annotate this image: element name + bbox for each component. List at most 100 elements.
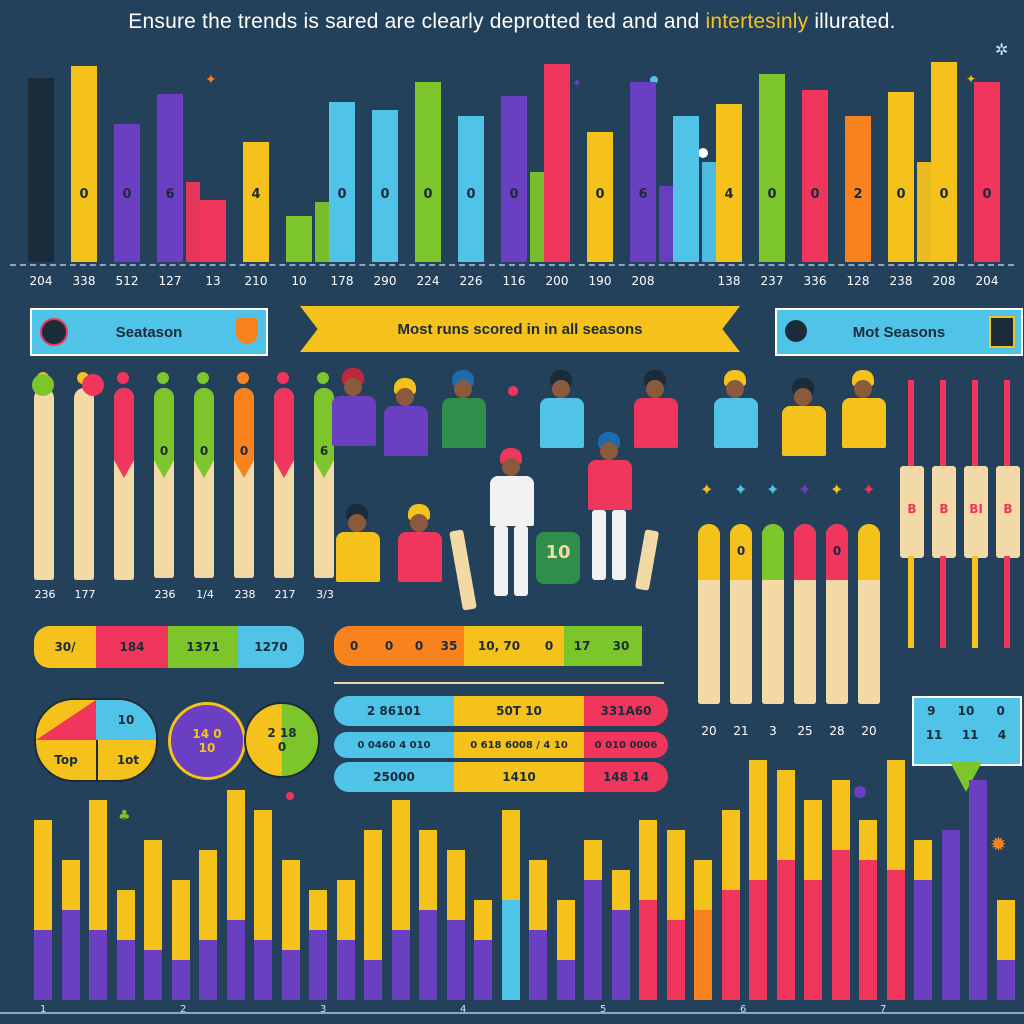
stat-row-2: 0 0460 4 010 0 618 6008 / 4 10 0 010 000… (334, 732, 668, 758)
player-body (332, 396, 376, 446)
cricket-bat: 0 (154, 388, 174, 578)
ball-icon (277, 372, 289, 384)
bar-value: 0 (595, 187, 605, 202)
bar-value: 0 (423, 187, 433, 202)
cricket-bat (114, 388, 134, 580)
player-body (634, 398, 678, 448)
shield-icon (236, 318, 258, 344)
bar-label: 204 (29, 274, 53, 288)
flag-cell: 4 (997, 728, 1007, 742)
bar-value: 0 (509, 187, 519, 202)
flag-row: 9 10 0 (916, 704, 1016, 718)
bottom-bar-segment (749, 880, 767, 1000)
bar-value: 0 (122, 187, 132, 202)
cricket-bat (698, 524, 720, 704)
player-figure (708, 370, 764, 460)
star-icon: ✦ (734, 480, 748, 499)
donut-value: 10 (198, 741, 216, 755)
top-bar: 0 (415, 82, 441, 262)
bar-label: 13 (205, 274, 221, 288)
bar-label: 128 (846, 274, 870, 288)
top-bar (286, 216, 312, 262)
ball-icon (854, 786, 866, 798)
top-bar-small (659, 186, 673, 262)
player-body (398, 532, 442, 582)
sparkle-icon: ✦ (572, 76, 583, 90)
cricket-bat (74, 388, 94, 580)
bottom-bar-segment (391, 930, 410, 1000)
bat-stripe (114, 388, 134, 478)
bar-value: 0 (337, 187, 347, 202)
title-main: Ensure the trends is sared are clearly d… (128, 10, 706, 33)
bat-stripe (274, 388, 294, 478)
ball-icon (286, 792, 294, 800)
pill-segment: 1270 (238, 626, 304, 668)
top-bar: 0 (71, 66, 97, 262)
top-bar: 0 (28, 78, 54, 262)
bat-number: 6 (319, 444, 329, 458)
banner-center: Most runs scored in in all seasons (300, 306, 740, 352)
star-icon: ✦ (700, 480, 714, 499)
cricket-bat (274, 388, 294, 578)
bat-number: 0 (159, 444, 169, 458)
player-figure (776, 378, 832, 468)
pill-segment: 30/ (34, 626, 96, 668)
chart-axis (10, 264, 1014, 268)
shield-icon (989, 316, 1015, 348)
top-bar-small (530, 172, 544, 262)
bat-label: 3 (769, 724, 777, 738)
cricket-bat: B (932, 466, 956, 558)
top-bar (544, 64, 570, 262)
player-figure (534, 370, 590, 460)
bat-label: 236 (154, 588, 176, 601)
axis-tick: 6 (740, 1004, 747, 1015)
bar-value: 0 (939, 187, 949, 202)
bar-value: 6 (638, 187, 648, 202)
bar-value: 2 (853, 187, 863, 202)
stat-row-1: 2 86101 50T 10 331A60 (334, 696, 668, 726)
bat-handle (940, 556, 946, 648)
bar-value: 0 (380, 187, 390, 202)
cricket-bat (794, 524, 816, 704)
cricket-bat: 6 (314, 388, 334, 578)
donut-value: 14 0 (192, 727, 222, 741)
bottom-bar-segment (34, 930, 52, 1000)
ball-icon (117, 372, 129, 384)
top-bar: 6 (157, 94, 183, 262)
bar-value: 0 (79, 187, 89, 202)
bat-stripe (858, 524, 880, 580)
ball-icon (237, 372, 249, 384)
player-head (854, 380, 872, 398)
cricket-bat (762, 524, 784, 704)
bottom-bar-segment (336, 940, 355, 1000)
bar-label: 190 (588, 274, 612, 288)
bat-stripe (826, 524, 848, 580)
donut-value: 2 18 (267, 726, 297, 740)
bottom-bar-segment (281, 950, 300, 1000)
player-head (726, 380, 744, 398)
axis-tick: 7 (880, 1004, 887, 1015)
bat-stripe (762, 524, 784, 580)
donut-chart-1: 14 0 10 (168, 702, 246, 780)
bar-value: 0 (767, 187, 777, 202)
top-bar: 0 (458, 116, 484, 262)
top-bar: 6 (630, 82, 656, 262)
player-figure (378, 378, 434, 468)
cricket-bat: B (900, 466, 924, 558)
axis-tick: 1 (40, 1004, 47, 1015)
bat-label: 3/3 (316, 588, 334, 601)
bat-label: 20 (701, 724, 717, 738)
flag-cell: 10 (957, 704, 975, 718)
bottom-bar-segment (226, 920, 245, 1000)
bat-label: 238 (234, 588, 256, 601)
player-head (454, 380, 472, 398)
top-bar: 0 (931, 62, 957, 262)
bar-label: 116 (502, 274, 526, 288)
cricket-bat (858, 524, 880, 704)
player-body (842, 398, 886, 448)
bottom-bar-segment (859, 860, 877, 1000)
gear-icon: ✲ (995, 40, 1009, 59)
axis-tick: 2 (180, 1004, 187, 1015)
ball-icon (508, 386, 518, 396)
top-bar: 0 (372, 110, 398, 262)
